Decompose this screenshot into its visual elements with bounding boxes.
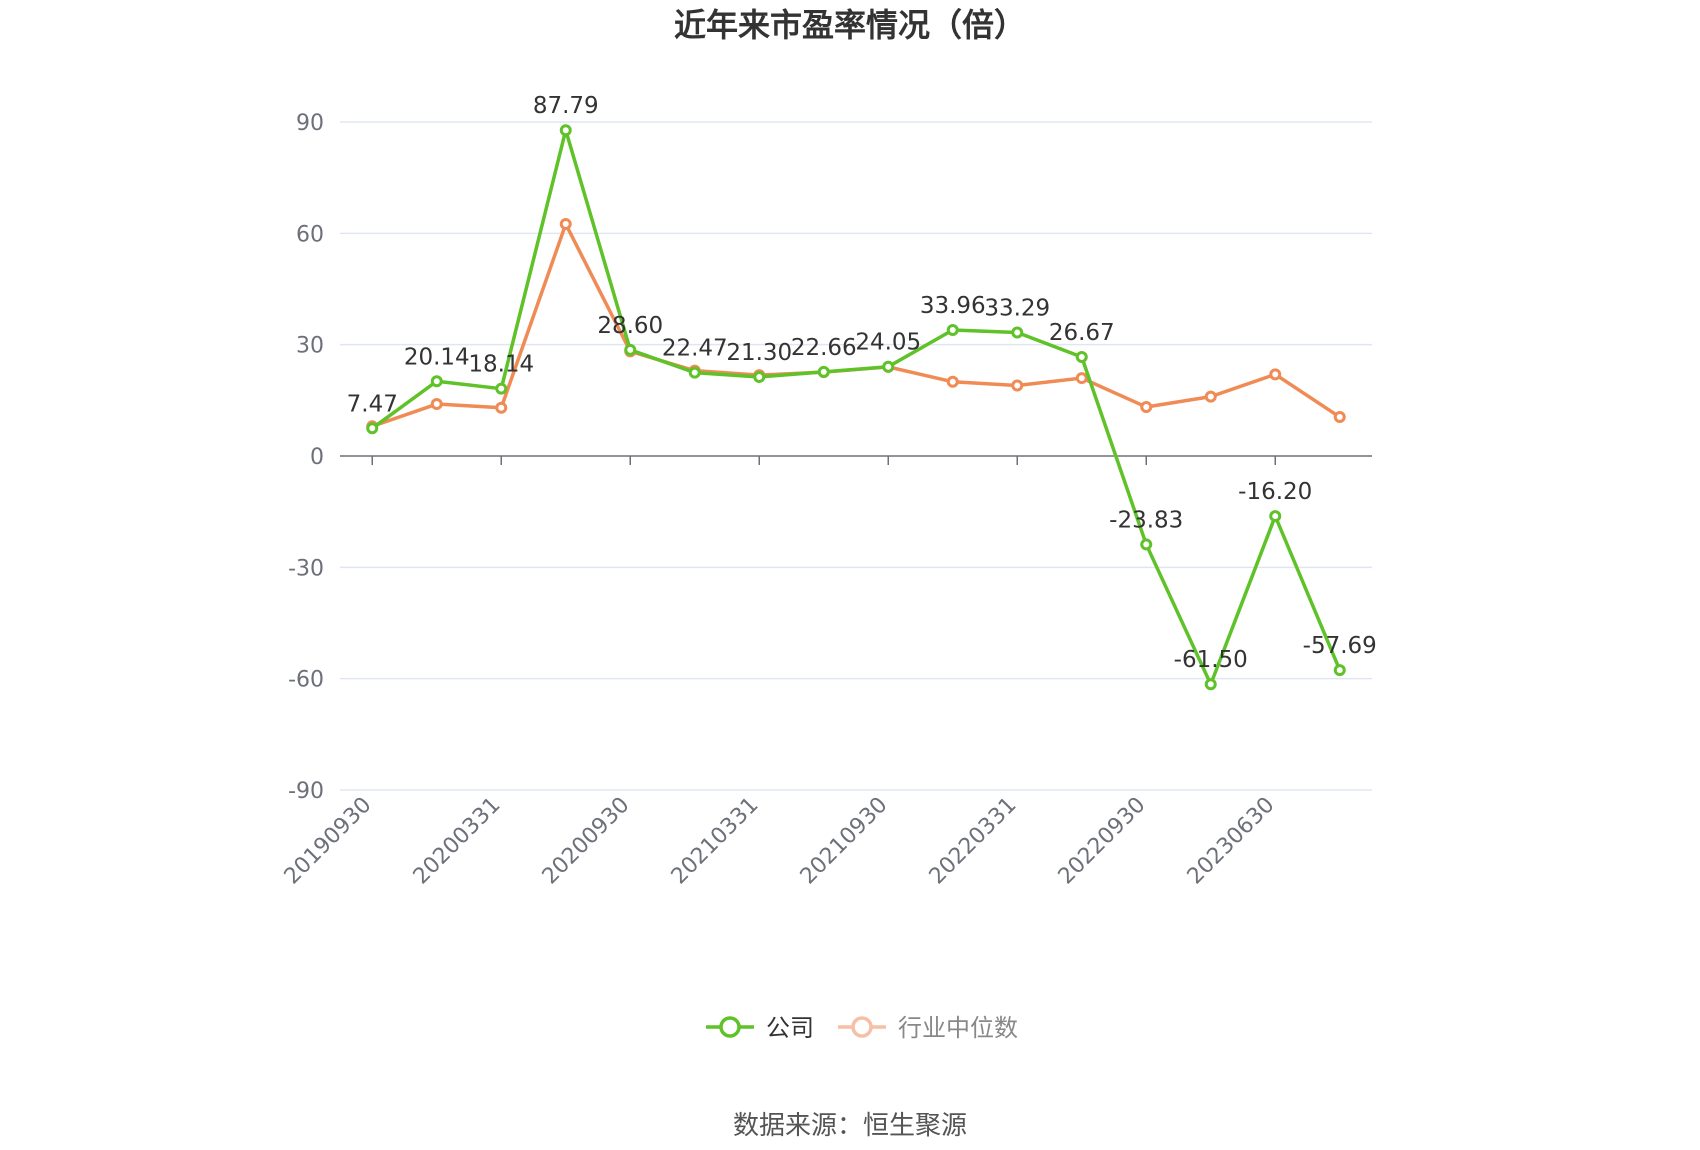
company-data-point[interactable] <box>1011 326 1024 339</box>
x-tick-label: 20210930 <box>796 793 893 890</box>
x-tick-label: 20200331 <box>409 793 506 890</box>
company-data-point[interactable] <box>1269 510 1282 523</box>
data-label: -16.20 <box>1238 479 1312 505</box>
company-data-point[interactable] <box>430 375 443 388</box>
industry-median-data-point[interactable] <box>1011 379 1024 392</box>
industry-median-data-point[interactable] <box>1140 401 1153 414</box>
data-label: -23.83 <box>1109 507 1183 533</box>
company-series-line <box>371 128 1342 686</box>
data-label: 24.05 <box>855 330 921 356</box>
industry-median-data-point[interactable] <box>430 398 443 411</box>
legend-label: 行业中位数 <box>898 1014 1018 1042</box>
x-tick-label: 20200930 <box>538 793 635 890</box>
x-tick-label: 20220930 <box>1054 793 1151 890</box>
x-tick-label: 20210331 <box>667 793 764 890</box>
industry-median-data-point[interactable] <box>946 375 959 388</box>
industry-median-data-point[interactable] <box>559 218 572 231</box>
company-data-point[interactable] <box>624 343 637 356</box>
industry-median-data-point[interactable] <box>1075 372 1088 385</box>
company-data-point[interactable] <box>688 366 701 379</box>
data-label: 21.30 <box>726 340 792 366</box>
data-label: 22.66 <box>791 335 857 361</box>
industry-median-data-point[interactable] <box>1204 390 1217 403</box>
legend-label: 公司 <box>766 1014 814 1042</box>
y-tick-label: 0 <box>310 445 324 470</box>
company-data-point[interactable] <box>1204 678 1217 691</box>
data-label: 28.60 <box>597 313 663 339</box>
company-data-point[interactable] <box>946 323 959 336</box>
y-tick-label: -90 <box>288 779 324 804</box>
industry-median-data-point[interactable] <box>1333 411 1346 424</box>
y-tick-label: 60 <box>296 222 324 247</box>
legend-marker-icon <box>719 1016 741 1038</box>
data-label: 33.96 <box>920 293 986 319</box>
data-label: 26.67 <box>1049 320 1115 346</box>
series-lines <box>366 124 1346 691</box>
legend-item-company[interactable]: 公司 <box>706 1014 814 1042</box>
company-data-point[interactable] <box>559 124 572 137</box>
data-label: 20.14 <box>404 344 470 370</box>
company-data-point[interactable] <box>495 382 508 395</box>
y-tick-label: -30 <box>288 556 324 581</box>
y-tick-label: -60 <box>288 668 324 693</box>
company-data-point[interactable] <box>753 370 766 383</box>
industry-median-data-point[interactable] <box>1269 368 1282 381</box>
data-labels: 7.4720.1418.1487.7928.6022.4721.3022.662… <box>347 93 1377 673</box>
company-data-point[interactable] <box>817 365 830 378</box>
data-label: 33.29 <box>984 295 1050 321</box>
industry-median-data-point[interactable] <box>495 401 508 414</box>
data-label: 87.79 <box>533 93 599 119</box>
company-data-point[interactable] <box>1140 538 1153 551</box>
x-tick-label: 20230630 <box>1183 793 1280 890</box>
legend-marker-icon <box>851 1016 873 1038</box>
company-data-point[interactable] <box>882 360 895 373</box>
legend[interactable]: 公司 行业中位数 <box>706 1014 1018 1042</box>
data-label: 7.47 <box>347 391 398 417</box>
data-source: 数据来源：恒生聚源 <box>733 1111 967 1141</box>
y-tick-label: 90 <box>296 111 324 136</box>
y-tick-label: 30 <box>296 334 324 359</box>
chart-title: 近年来市盈率情况（倍） <box>674 6 1026 44</box>
data-label: 22.47 <box>662 336 728 362</box>
company-data-point[interactable] <box>366 422 379 435</box>
data-label: -57.69 <box>1303 633 1377 659</box>
data-label: -61.50 <box>1174 647 1248 673</box>
data-label: 18.14 <box>468 352 534 378</box>
x-tick-label: 20220331 <box>925 793 1022 890</box>
x-tick-label: 20190930 <box>280 793 377 890</box>
company-data-point[interactable] <box>1075 351 1088 364</box>
company-data-point[interactable] <box>1333 664 1346 677</box>
legend-item-industry-median[interactable]: 行业中位数 <box>838 1014 1018 1042</box>
